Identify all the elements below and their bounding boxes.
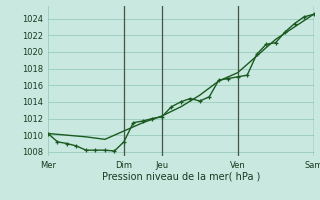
X-axis label: Pression niveau de la mer( hPa ): Pression niveau de la mer( hPa ) [102,171,260,181]
